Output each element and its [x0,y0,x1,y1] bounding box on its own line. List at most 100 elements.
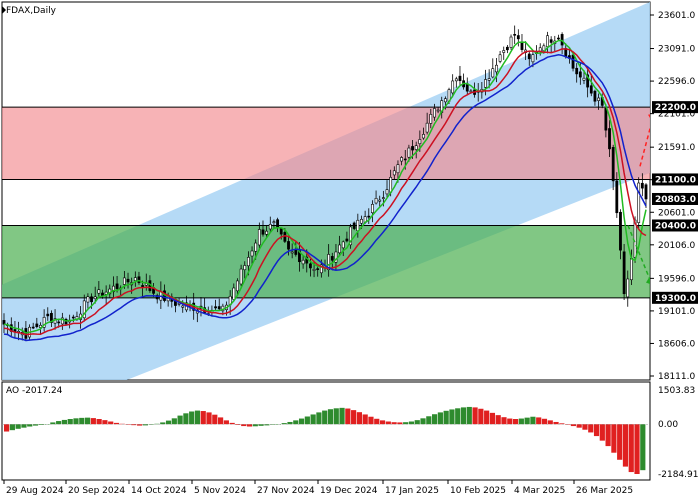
ao-bar [640,424,646,471]
ao-bar [385,421,391,425]
candle-body [319,264,323,274]
candle-body [582,77,586,81]
candle-body [93,296,97,300]
ao-bar [541,418,548,425]
ao-bar [246,424,253,427]
price-tick-label: 21591.0 [658,143,695,153]
ao-bar [536,417,542,425]
ao-bar [559,423,565,425]
price-tick-label: 22596.0 [658,77,695,87]
price-tick-label: 19101.0 [658,307,695,317]
ao-bar [391,422,397,425]
candle-body [640,182,644,189]
candle-body [622,251,626,295]
candle-body [367,215,371,218]
ao-bar [345,408,351,425]
ao-bar [4,424,10,432]
candle-body [593,90,597,102]
time-tick-label: 20 Sep 2024 [68,486,125,496]
ao-bar [443,410,449,425]
candle-body [549,39,553,43]
candle-body [502,50,506,53]
ao-indicator-label: AO -2017.24 [6,386,63,396]
candle-body [389,176,393,193]
ao-bar [403,422,409,425]
candle-body [451,80,455,94]
price-tick-label: 23091.0 [658,45,695,55]
candle-body [516,35,520,40]
candle-body [257,229,261,246]
ao-bar [67,419,73,425]
candle-body [589,85,593,94]
ao-bar [362,414,368,425]
candle-body [352,222,356,229]
candle-body [542,45,546,52]
candle-body [236,280,239,292]
candle-body [458,75,462,81]
ao-bar [553,421,559,425]
ao-bar [90,418,96,425]
candle-body [396,164,400,174]
ao-bar [252,424,258,427]
ao-bar [56,421,62,425]
candle-body [290,251,294,254]
ao-bar [570,424,576,427]
ao-bar [212,414,218,425]
ao-bar [634,424,640,475]
candle-body [126,278,130,283]
candle-body [287,241,290,250]
candle-body [246,257,250,267]
candle-body [341,241,345,249]
ao-bar [258,424,264,426]
ao-tick-label: -2184.91 [658,470,698,480]
ma-mid-line [3,48,647,336]
ao-bar [599,424,605,441]
axes: 23601.023091.022596.022101.021591.021096… [2,6,698,496]
price-level-label: 20803.0 [655,195,696,205]
candle-body [338,244,341,254]
ao-bar [102,420,108,425]
candle-body [626,278,630,298]
ao-bar [588,424,594,433]
candle-body [60,317,64,325]
ao-bar [460,407,467,425]
menu-triangle-icon[interactable] [2,6,6,14]
ao-bar [455,408,461,425]
ao-bar [200,411,206,425]
time-tick-label: 14 Oct 2024 [131,486,187,496]
candle-body [42,317,46,328]
ao-bar [437,412,443,425]
candle-body [505,46,509,51]
candle-body [403,158,407,161]
ao-bar [408,421,415,425]
ao-bar [547,420,553,425]
ao-bar [15,424,21,429]
ao-bar [593,424,600,437]
ao-bar [38,424,44,425]
ao-bar [206,412,212,425]
candle-body [90,296,93,303]
ao-bar [177,415,183,425]
candle-body [484,79,487,88]
candle-body [97,289,101,294]
ao-bar [518,418,524,425]
ao-bar [484,410,490,425]
ao-bar [160,422,166,425]
candle-body [571,54,575,69]
ao-bar [304,416,310,425]
candle-body [425,122,429,133]
price-level-label: 20400.0 [655,221,696,231]
time-tick-label: 26 Mar 2025 [576,486,633,496]
candle-body [217,306,221,310]
candle-body [181,305,185,308]
price-level-box [652,291,698,304]
ao-bar [472,407,478,425]
main-content [2,2,650,380]
ao-tick-label: 1503.83 [658,386,695,396]
candle-body [82,300,86,319]
ao-bar [229,422,235,425]
ao-bar [495,415,501,425]
ao-bar [131,424,137,426]
ao-bar [125,424,131,425]
